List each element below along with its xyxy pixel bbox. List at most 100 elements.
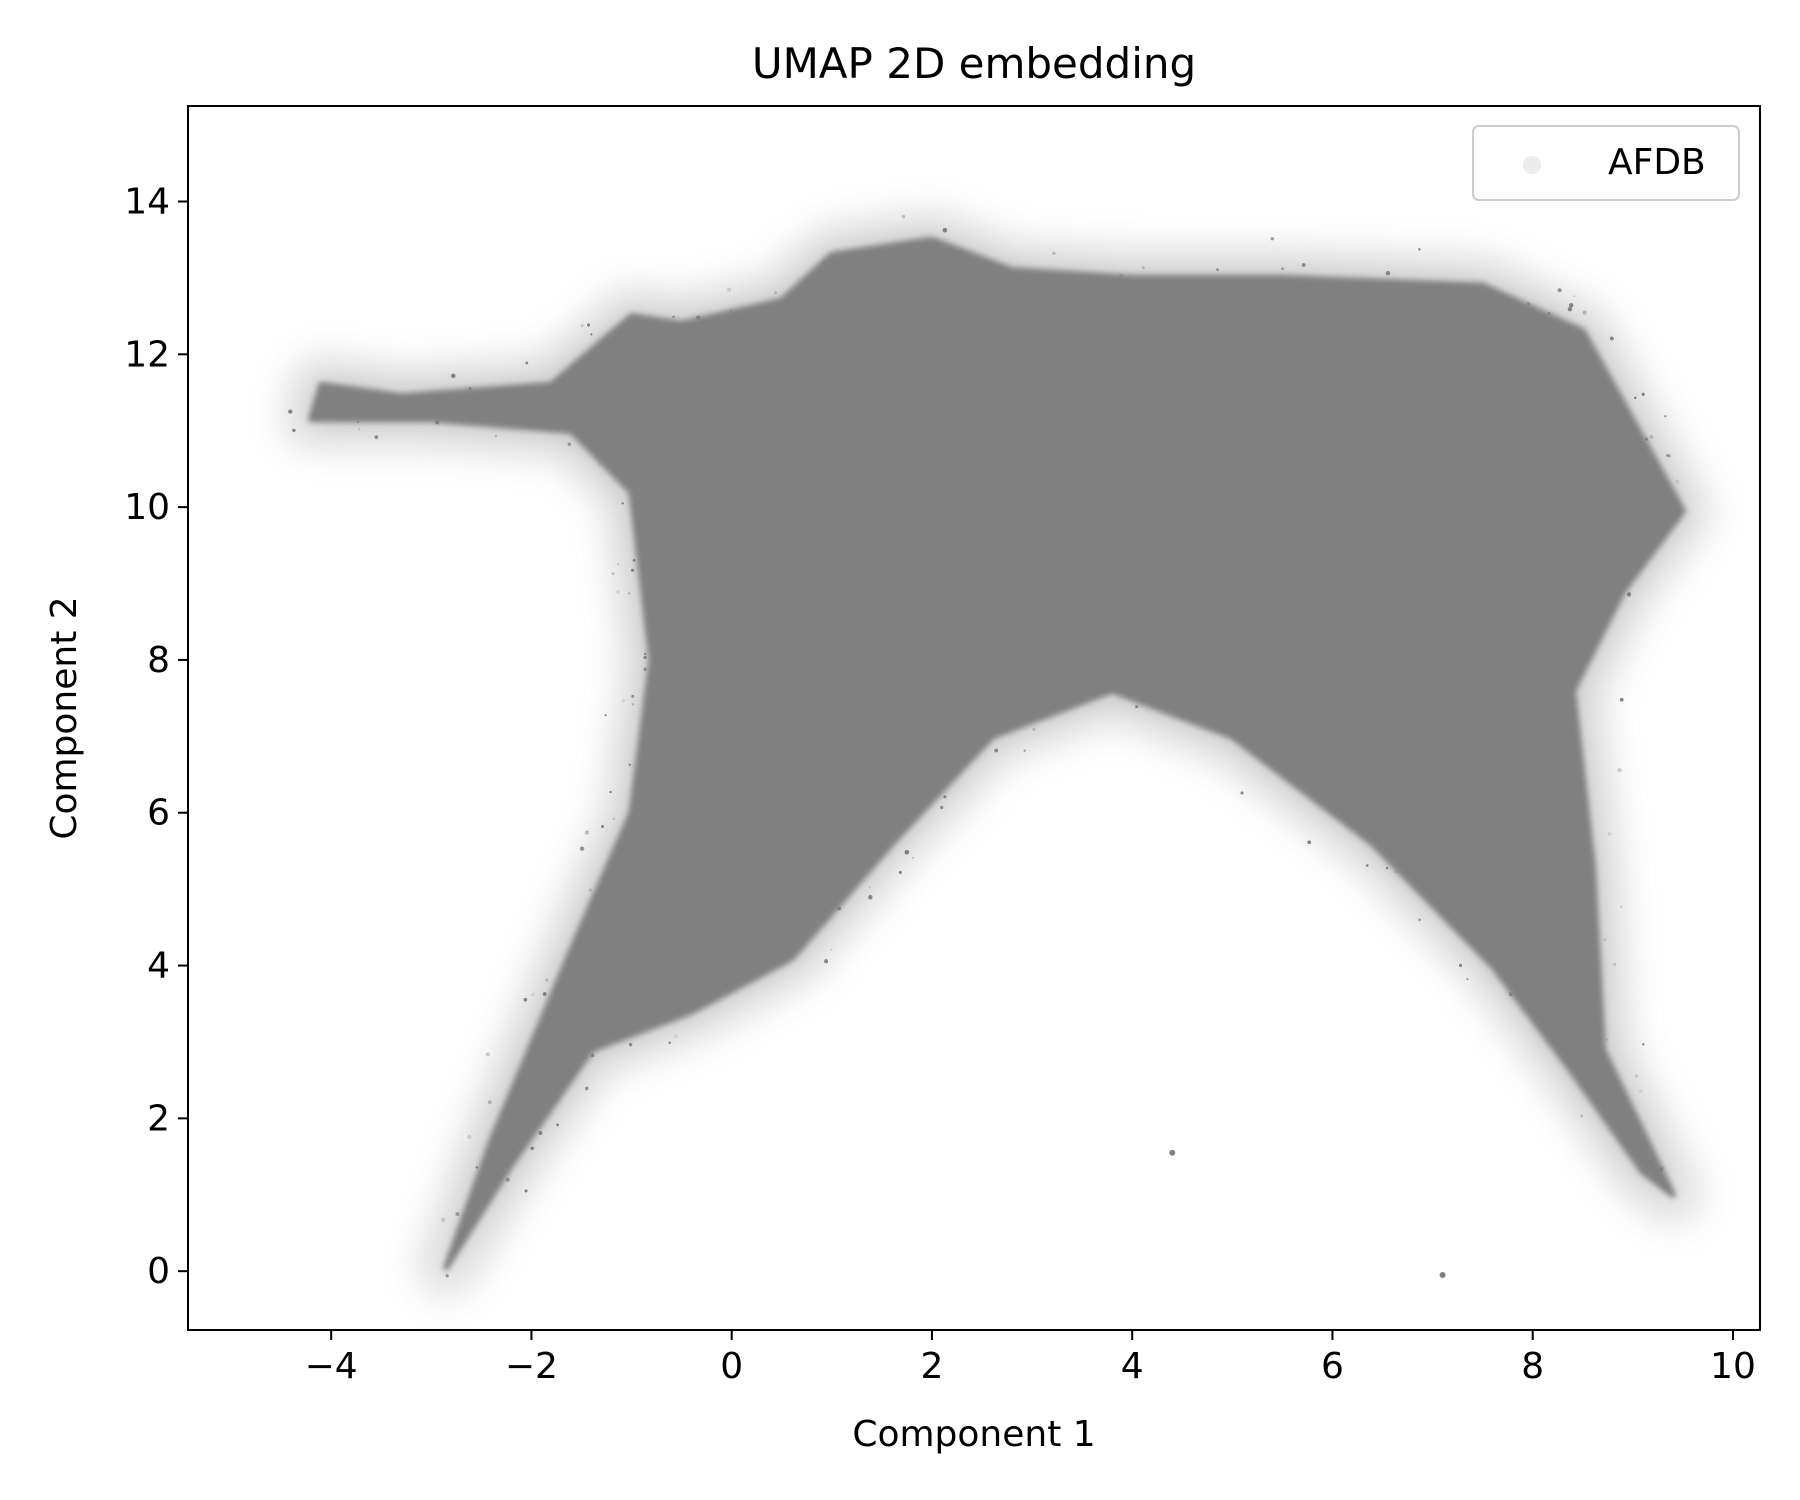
scatter-point [904,850,910,855]
scatter-point [445,1274,449,1278]
scatter-point [629,1043,633,1047]
scatter-point [580,324,584,328]
scatter-point [628,592,631,595]
scatter-point [292,428,296,432]
scatter-point [628,763,631,766]
scatter-point [644,652,647,656]
scatter-point [1658,1167,1664,1172]
scatter-point [837,906,841,911]
x-axis-ticks: −4 −2 0 2 4 6 8 10 [305,1330,1756,1387]
scatter-point [590,1053,594,1057]
scatter-point [1023,749,1026,752]
scatter-point [1418,918,1421,921]
scatter-point [942,228,947,233]
scatter-point [1023,749,1026,752]
scatter-point [1619,698,1624,702]
scatter-point [1609,336,1614,341]
scatter-point [1664,415,1667,418]
x-tick-label: 2 [920,1346,943,1387]
scatter-point [631,568,635,572]
scatter-point [1281,267,1284,270]
scatter-point [940,805,944,809]
scatter-point [1240,791,1244,795]
scatter-point [288,409,293,414]
scatter-point [524,1189,528,1193]
scatter-point [904,850,910,855]
scatter-point [643,655,647,660]
scatter-point [631,694,635,698]
scatter-point [1658,1167,1664,1172]
scatter-point [643,655,647,660]
scatter-point [435,420,440,425]
scatter-point [579,846,585,851]
scatter-point [525,361,529,365]
scatter-point [668,1041,671,1044]
scatter-point [1270,237,1274,241]
scatter-point [628,763,631,766]
x-tick-label: 10 [1710,1346,1756,1387]
scatter-point [609,790,612,794]
scatter-point [1666,454,1669,457]
scatter-point [505,1177,510,1182]
scatter-point [1509,992,1513,996]
scatter-point [590,333,593,336]
x-axis-title: Component 1 [852,1414,1095,1455]
scatter-point [292,428,296,432]
scatter-point [1216,268,1219,272]
scatter-point [1557,288,1562,293]
scatter-point [1664,415,1667,418]
scatter-point [942,228,947,233]
scatter-point [898,870,902,874]
scatter-point [538,1131,543,1135]
scatter-point [994,748,999,753]
scatter-point [587,323,591,327]
scatter-point [530,1146,534,1150]
scatter-point [1567,307,1572,312]
scatter-point [1548,312,1551,315]
scatter-point [468,387,472,391]
scatter-point [590,1053,594,1057]
scatter-point [584,1086,589,1091]
scatter-point [505,1177,510,1182]
scatter-point [1240,791,1244,795]
scatter-point [1619,698,1624,702]
scatter-point [1619,698,1624,702]
scatter-point [994,748,999,753]
scatter-point [940,805,944,809]
scatter-point [632,559,636,562]
scatter-point [530,1146,534,1150]
scatter-point [822,260,826,264]
scatter-point [601,825,604,828]
scatter-point [643,667,647,671]
scatter-point [524,1189,528,1193]
scatter-point [644,652,647,656]
scatter-point [1645,437,1648,441]
scatter-point [1526,302,1531,306]
scatter-point [1509,992,1513,996]
scatter-point [942,228,947,233]
scatter-point [1458,963,1463,967]
y-tick-label: 12 [124,334,170,375]
scatter-point [374,435,379,439]
scatter-point [455,1212,460,1217]
scatter-point [1418,248,1421,251]
scatter-point [525,361,529,365]
scatter-point [1307,840,1311,844]
scatter-point [542,992,547,996]
scatter-point [556,1123,559,1127]
scatter-point [604,714,607,717]
scatter-point [1385,866,1389,870]
scatter-point [374,435,379,439]
scatter-point [632,559,636,562]
scatter-point [643,655,647,660]
scatter-point [994,748,999,753]
scatter-point [1609,336,1614,341]
scatter-point [943,795,947,799]
scatter-point [374,435,379,439]
scatter-point [531,992,535,997]
scatter-point [898,870,902,874]
scatter-point [631,694,635,698]
scatter-point [632,559,636,562]
scatter-point [435,420,440,425]
scatter-point [631,694,635,698]
